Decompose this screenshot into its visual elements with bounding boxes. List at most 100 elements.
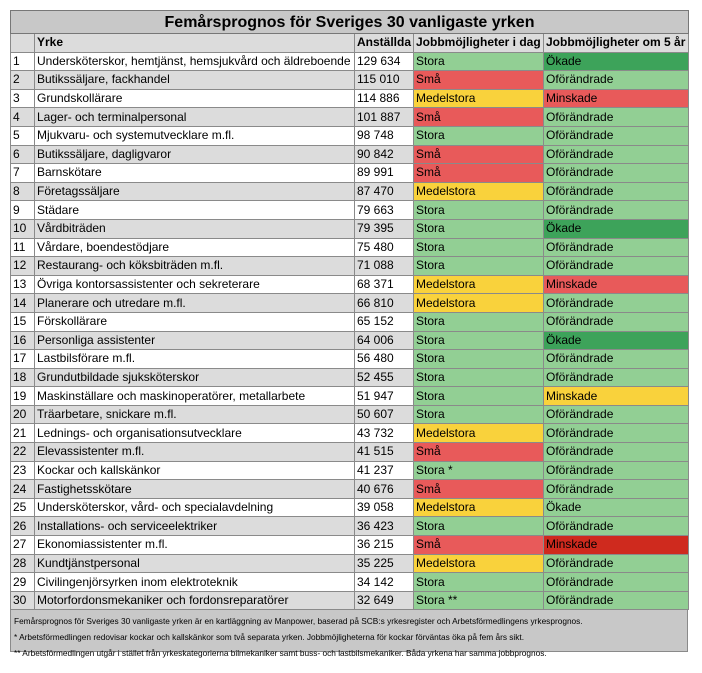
- table-cell: Små: [413, 144, 544, 165]
- table-cell: 12: [10, 256, 35, 276]
- table-cell: Butikssäljare, fackhandel: [34, 70, 355, 90]
- table-cell: Små: [413, 479, 544, 499]
- table-cell: 65 152: [354, 311, 414, 332]
- table-cell: Undersköterskor, hemtjänst, hemsjukvård …: [34, 51, 355, 72]
- table-cell: Medelstora: [413, 274, 544, 295]
- sheet: Femårsprognos för Sveriges 30 vanligaste…: [9, 10, 690, 658]
- table-cell: Installations- och serviceelektriker: [34, 516, 355, 537]
- table-cell: Oförändrade: [542, 70, 690, 90]
- table-cell: Oförändrade: [542, 163, 690, 183]
- table-cell: Elevassistenter m.fl.: [34, 442, 355, 462]
- forecast-table: Femårsprognos för Sveriges 30 vanligaste…: [9, 10, 690, 611]
- table-cell: 14: [10, 293, 35, 313]
- table-cell: Stora: [413, 516, 544, 537]
- table-cell: Stora: [413, 386, 544, 406]
- table-cell: Oförändrade: [542, 423, 690, 444]
- table-cell: Stora: [413, 367, 544, 388]
- table-cell: 90 842: [354, 144, 414, 165]
- table-cell: Barnskötare: [34, 163, 355, 183]
- table-cell: 19: [10, 386, 35, 406]
- table-row: 5 Mjukvaru- och systemutvecklare m.fl. 98 …: [10, 125, 690, 146]
- table-cell: 56 480: [354, 349, 414, 369]
- table-cell: Medelstora: [413, 293, 544, 313]
- table-cell: Stora: [413, 256, 544, 276]
- table-cell: 115 010: [354, 70, 414, 90]
- table-cell: Lager- och terminalpersonal: [34, 107, 355, 127]
- table-cell: 4: [10, 107, 35, 127]
- table-cell: 1: [10, 51, 35, 72]
- table-cell: 25: [10, 497, 35, 518]
- table-cell: Oförändrade: [542, 144, 690, 165]
- table-cell: Stora: [413, 311, 544, 332]
- table-cell: 9: [10, 200, 35, 220]
- table-cell: 26: [10, 516, 35, 537]
- table-row: 20 Träarbetare, snickare m.fl. 50 607 Stora…: [10, 404, 690, 425]
- table-cell: 52 455: [354, 367, 414, 388]
- table-cell: 75 480: [354, 237, 414, 258]
- table-cell: 66 810: [354, 293, 414, 313]
- table-cell: Ökade: [542, 497, 690, 518]
- table-cell: Oförändrade: [542, 479, 690, 499]
- table-cell: 24: [10, 479, 35, 499]
- table-cell: Stora: [413, 404, 544, 425]
- table-cell: 98 748: [354, 125, 414, 146]
- table-row: 2 Butikssäljare, fackhandel 115 010 Små Oför…: [10, 70, 690, 90]
- table-cell: Lastbilsförare m.fl.: [34, 349, 355, 369]
- table-cell: 101 887: [354, 107, 414, 127]
- table-cell: Oförändrade: [542, 311, 690, 332]
- table-cell: Stora: [413, 51, 544, 72]
- table-cell: Grundutbildade sjuksköterskor: [34, 367, 355, 388]
- table-cell: Oförändrade: [542, 181, 690, 202]
- table-cell: Stora: [413, 200, 544, 220]
- table-cell: 79 395: [354, 218, 414, 239]
- table-row: 10 Vårdbiträden 79 395 Stora Ökade: [10, 218, 690, 239]
- table-cell: 13: [10, 274, 35, 295]
- table-cell: 11: [10, 237, 35, 258]
- table-cell: Restaurang- och köksbiträden m.fl.: [34, 256, 355, 276]
- table-cell: Medelstora: [413, 497, 544, 518]
- column-header: Jobbmöjligheter i dag: [413, 33, 544, 53]
- table-cell: Minskade: [542, 386, 690, 406]
- table-cell: 40 676: [354, 479, 414, 499]
- table-cell: 41 237: [354, 460, 414, 481]
- table-row: 15 Förskollärare 65 152 Stora Oförändrade: [10, 311, 690, 332]
- table-cell: Stora: [413, 237, 544, 258]
- column-header: Yrke: [34, 33, 355, 53]
- table-cell: 21: [10, 423, 35, 444]
- table-cell: 41 515: [354, 442, 414, 462]
- table-cell: 10: [10, 218, 35, 239]
- table-cell: Medelstora: [413, 423, 544, 444]
- table-cell: 64 006: [354, 330, 414, 351]
- table-cell: Stora **: [413, 590, 544, 611]
- table-cell: Små: [413, 70, 544, 90]
- table-cell: 89 991: [354, 163, 414, 183]
- table-cell: Träarbetare, snickare m.fl.: [34, 404, 355, 425]
- table-cell: 27: [10, 535, 35, 555]
- table-row: 27 Ekonomiassistenter m.fl. 36 215 Små Minsk…: [10, 535, 690, 555]
- table-cell: Minskade: [542, 535, 690, 555]
- table-cell: Butikssäljare, dagligvaror: [34, 144, 355, 165]
- table-row: 28 Kundtjänstpersonal 35 225 Medelstora Oför…: [10, 553, 690, 574]
- footnote: * Arbetsförmedlingen redovisar kockar oc…: [14, 632, 525, 643]
- table-cell: 23: [10, 460, 35, 481]
- table-cell: 87 470: [354, 181, 414, 202]
- table-row: 23 Kockar och kallskänkor 41 237 Stora * Ofö…: [10, 460, 690, 481]
- table-cell: Oförändrade: [542, 572, 690, 592]
- table-cell: Oförändrade: [542, 553, 690, 574]
- table-cell: Planerare och utredare m.fl.: [34, 293, 355, 313]
- table-row: 3 Grundskollärare 114 886 Medelstora Minskad…: [10, 88, 690, 109]
- table-cell: Stora: [413, 572, 544, 592]
- table-cell: 50 607: [354, 404, 414, 425]
- table-cell: 3: [10, 88, 35, 109]
- table-row: 29 Civilingenjörsyrken inom elektroteknik…: [10, 572, 690, 592]
- table-cell: 2: [10, 70, 35, 90]
- table-cell: 28: [10, 553, 35, 574]
- table-cell: Vårdbiträden: [34, 218, 355, 239]
- table-cell: 5: [10, 125, 35, 146]
- table-row: 13 Övriga kontorsassistenter och sekreter…: [10, 274, 690, 295]
- table-cell: 71 088: [354, 256, 414, 276]
- table-cell: 129 634: [354, 51, 414, 72]
- table-row: 11 Vårdare, boendestödjare 75 480 Stora Oför…: [10, 237, 690, 258]
- table-cell: 30: [10, 590, 35, 611]
- footnote: ** Arbetsförmedlingen utgår i stället fr…: [14, 648, 547, 659]
